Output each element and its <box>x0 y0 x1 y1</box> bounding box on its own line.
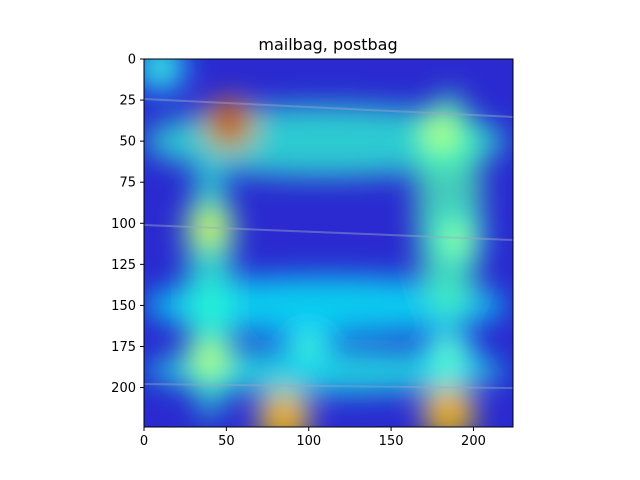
chart-title: mailbag, postbag <box>258 35 397 54</box>
x-tick-label: 0 <box>140 434 148 449</box>
y-tick-label: 100 <box>111 217 136 232</box>
x-axis: 0 50 100 150 200 <box>140 427 486 449</box>
heat-hotspot-core <box>297 335 321 359</box>
y-tick-label: 200 <box>111 381 136 396</box>
y-tick-label: 25 <box>119 94 136 109</box>
heatmap-image <box>134 41 513 443</box>
x-tick-label: 150 <box>379 434 404 449</box>
y-tick-label: 175 <box>111 340 136 355</box>
y-tick-label: 75 <box>119 176 136 191</box>
heat-hotspot-core <box>437 343 461 367</box>
heat-hotspot-core <box>445 228 469 252</box>
y-tick-label: 150 <box>111 299 136 314</box>
x-tick-label: 50 <box>218 434 235 449</box>
heat-hotspot-core <box>272 405 296 429</box>
heat-hotspot-core <box>218 113 242 137</box>
x-tick-label: 100 <box>296 434 321 449</box>
y-axis: 0 25 50 75 100 125 150 175 200 <box>111 53 144 397</box>
y-tick-label: 50 <box>119 135 136 150</box>
heat-hotspot-core <box>429 121 453 145</box>
y-tick-label: 0 <box>128 53 136 68</box>
x-tick-label: 200 <box>461 434 486 449</box>
y-tick-label: 125 <box>111 258 136 273</box>
heat-hotspot-core <box>198 348 222 372</box>
heat-hotspot-core <box>437 400 461 424</box>
